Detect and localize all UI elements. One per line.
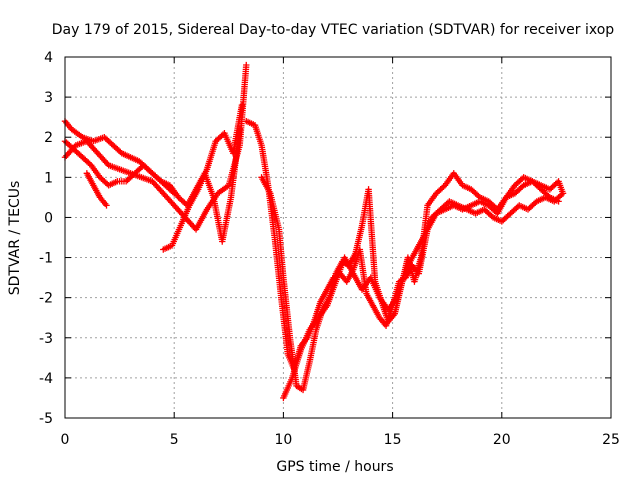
- x-tick-label: 10: [274, 432, 292, 448]
- y-tick-label: -3: [39, 331, 53, 347]
- data-point: [243, 61, 250, 69]
- y-tick-label: 1: [44, 170, 53, 186]
- x-tick-label: 5: [170, 432, 179, 448]
- data-point: [117, 148, 124, 156]
- data-point: [518, 183, 526, 190]
- y-tick-label: -4: [39, 371, 53, 387]
- y-tick-label: 0: [44, 210, 53, 226]
- data-point: [532, 199, 539, 206]
- grid-lines: [65, 57, 611, 418]
- y-tick-label: -2: [39, 291, 53, 307]
- y-axis-label: SDTVAR / TECUs: [7, 181, 23, 296]
- y-tick-label: -5: [39, 411, 53, 427]
- series-track-8: [280, 190, 567, 402]
- plot-frame: [64, 56, 612, 419]
- data-point: [558, 191, 565, 198]
- y-tick-label: -1: [39, 251, 53, 267]
- tick-marks: [64, 56, 612, 419]
- y-tick-label: 3: [44, 90, 53, 106]
- series-track-6: [243, 117, 567, 374]
- data-point: [559, 190, 567, 197]
- x-tick-label: 25: [602, 432, 620, 448]
- data-point: [156, 176, 163, 184]
- x-tick-label: 15: [384, 432, 402, 448]
- y-tick-labels: -5 -4 -3 -2 -1 0 1 2 3 4: [39, 50, 53, 427]
- series-track-1: [61, 61, 250, 233]
- series-track-4: [160, 101, 246, 253]
- data-point: [488, 212, 495, 220]
- data-point: [475, 192, 482, 200]
- x-axis-label: GPS time / hours: [276, 459, 393, 475]
- x-tick-labels: 0 5 10 15 20 25: [61, 432, 620, 448]
- series-track-7: [258, 170, 562, 394]
- series-points: [61, 61, 567, 402]
- y-tick-label: 2: [44, 130, 53, 146]
- x-tick-label: 0: [61, 432, 70, 448]
- series-track-5: [83, 170, 110, 209]
- x-tick-label: 20: [493, 432, 511, 448]
- y-tick-label: 4: [44, 50, 53, 66]
- chart-title: Day 179 of 2015, Sidereal Day-to-day VTE…: [52, 22, 615, 38]
- data-point: [103, 202, 110, 209]
- data-point: [238, 101, 246, 109]
